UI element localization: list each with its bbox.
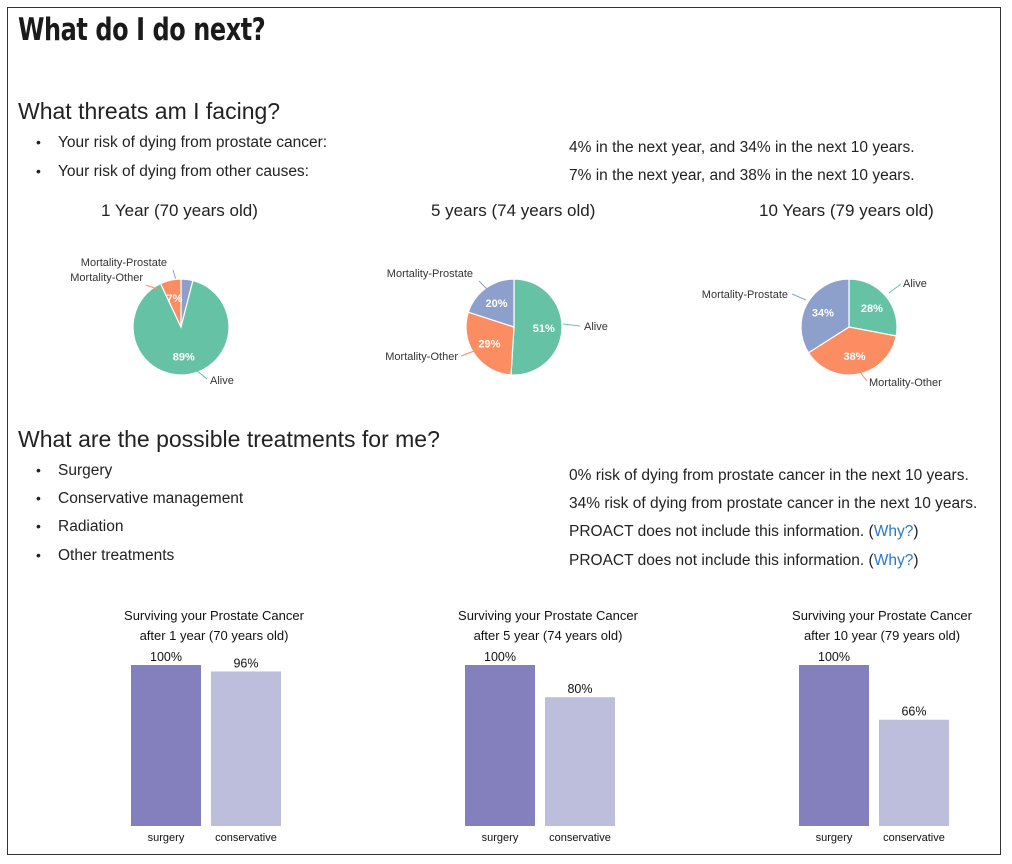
bar-chart-0: Surviving your Prostate Cancer after 1 ye…	[124, 608, 305, 844]
treatment-value-other: PROACT does not include this information…	[569, 552, 919, 569]
pie-leader-line-alive	[888, 283, 902, 294]
page-title: What do I do next?	[18, 12, 266, 48]
bar-value-label-conservative: 80%	[567, 682, 592, 696]
bar-category-label-conservative: conservative	[883, 832, 945, 844]
pie-label-alive: Alive	[210, 375, 234, 387]
threat-item-prostate: Your risk of dying from prostate cancer:	[36, 134, 327, 152]
pie-slice-mortality-other	[465, 311, 515, 376]
bar-value-label-conservative: 96%	[233, 656, 258, 670]
treatment-value-radiation: PROACT does not include this information…	[569, 523, 919, 540]
bar-chart-title-line-0: Surviving your Prostate Cancer	[458, 608, 639, 623]
treatment-item-conservative: Conservative management	[36, 490, 243, 508]
pie-label-mortality-other: Mortality-Other	[70, 272, 143, 284]
pie-label-mortality-other: Mortality-Other	[869, 377, 942, 389]
pie-value-label-alive: 51%	[533, 323, 555, 335]
why-link-other[interactable]: Why?	[873, 552, 914, 569]
bar-chart-title-line-0: Surviving your Prostate Cancer	[124, 608, 305, 623]
why-link-radiation[interactable]: Why?	[873, 523, 914, 540]
bar-chart-1: Surviving your Prostate Cancer after 5 ye…	[458, 608, 639, 844]
pie-value-label-mortality-other: 7%	[167, 293, 183, 305]
pie-leader-line-mortality-other	[145, 284, 161, 291]
pie-value-label-mortality-prostate: 20%	[485, 298, 507, 310]
bar-category-label-conservative: conservative	[215, 832, 277, 844]
treatment-item-other: Other treatments	[36, 547, 174, 565]
bar-chart-title-line-1: after 10 year (79 years old)	[804, 628, 960, 643]
page-frame	[7, 7, 1001, 855]
bar-conservative	[879, 719, 949, 826]
pie-label-mortality-prostate: Mortality-Prostate	[702, 289, 788, 301]
pie-leader-line-mortality-prostate	[478, 280, 490, 292]
bar-category-label-conservative: conservative	[549, 832, 611, 844]
bar-surgery	[131, 665, 201, 826]
treatments-heading: What are the possible treatments for me?	[18, 426, 440, 452]
treatment-item-radiation: Radiation	[36, 518, 123, 536]
pie-leader-line-alive	[562, 323, 581, 327]
pie-slice-mortality-other	[159, 278, 182, 328]
pie-label-mortality-other: Mortality-Other	[385, 351, 458, 363]
pie-value-label-mortality-prostate: 34%	[812, 308, 834, 320]
pie-chart-2: 28% Alive 38% Mortality-Other 34% Mortality-P…	[702, 278, 942, 389]
pie-slice-mortality-prostate	[800, 278, 850, 354]
threat-value-prostate: 4% in the next year, and 34% in the next…	[569, 139, 915, 156]
threats-heading: What threats am I facing?	[18, 98, 281, 124]
pie-leader-line-mortality-other	[859, 371, 868, 382]
bar-chart-title-line-1: after 5 year (74 years old)	[474, 628, 623, 643]
threat-value-other: 7% in the next year, and 38% in the next…	[569, 167, 915, 184]
bar-conservative	[211, 671, 281, 826]
bar-category-label-surgery: surgery	[148, 832, 185, 844]
treatment-value-surgery: 0% risk of dying from prostate cancer in…	[569, 467, 969, 484]
pie-label-alive: Alive	[584, 321, 608, 333]
pie-leader-line-mortality-prostate	[172, 269, 177, 281]
bar-surgery	[799, 665, 869, 826]
bar-value-label-surgery: 100%	[484, 650, 516, 664]
pie-charts: Mortality-Prostate 89% Alive 7% Mortality-Ot…	[70, 257, 942, 389]
pie-value-label-alive: 28%	[861, 303, 883, 315]
bar-chart-title-line-1: after 1 year (70 years old)	[140, 628, 289, 643]
pie-title-5yr: 5 years (74 years old)	[431, 201, 596, 220]
bar-value-label-surgery: 100%	[818, 650, 850, 664]
pie-chart-1: 51% Alive 29% Mortality-Other 20% Mortality-P…	[385, 268, 608, 376]
pie-label-mortality-prostate: Mortality-Prostate	[387, 268, 473, 280]
bar-value-label-surgery: 100%	[150, 650, 182, 664]
bar-chart-2: Surviving your Prostate Cancer after 10 y…	[792, 608, 973, 844]
treatment-item-surgery: Surgery	[36, 462, 112, 480]
bar-conservative	[545, 697, 615, 826]
pie-leader-line-mortality-other	[460, 350, 475, 357]
pie-label-alive: Alive	[903, 278, 927, 290]
pie-title-1yr: 1 Year (70 years old)	[101, 201, 258, 220]
threat-item-other: Your risk of dying from other causes:	[36, 163, 309, 181]
bar-chart-title-line-0: Surviving your Prostate Cancer	[792, 608, 973, 623]
pie-title-10yr: 10 Years (79 years old)	[759, 201, 934, 220]
bar-surgery	[465, 665, 535, 826]
pie-leader-line-mortality-prostate	[791, 293, 807, 301]
pie-label-mortality-prostate: Mortality-Prostate	[81, 257, 167, 269]
bar-category-label-surgery: surgery	[816, 832, 853, 844]
bar-value-label-conservative: 66%	[901, 705, 926, 719]
pie-value-label-mortality-other: 38%	[844, 351, 866, 363]
bar-charts: Surviving your Prostate Cancer after 1 ye…	[124, 608, 973, 844]
pie-slice-alive	[848, 278, 898, 337]
pie-slice-alive	[132, 279, 230, 376]
bar-category-label-surgery: surgery	[482, 832, 519, 844]
pie-slice-alive	[510, 278, 563, 376]
pie-leader-line-alive	[195, 369, 208, 380]
treatment-value-conservative: 34% risk of dying from prostate cancer i…	[569, 495, 978, 512]
pie-chart-0: Mortality-Prostate 89% Alive 7% Mortality-Ot…	[70, 257, 234, 387]
pie-value-label-alive: 89%	[173, 352, 195, 364]
pie-value-label-mortality-other: 29%	[478, 339, 500, 351]
